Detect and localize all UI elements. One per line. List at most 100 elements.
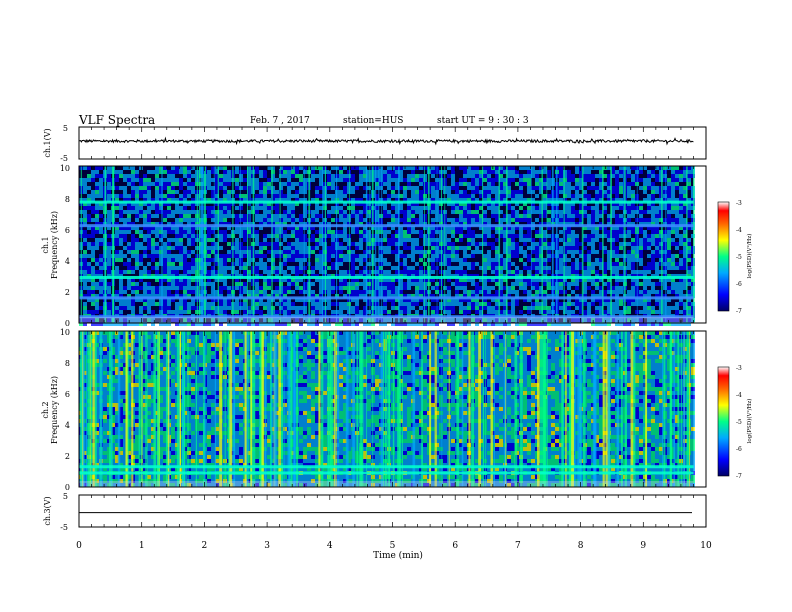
spectrogram-cell — [691, 206, 695, 210]
spectrogram-cell — [431, 170, 435, 174]
spectrogram-cell — [563, 290, 567, 294]
spectrogram-cell — [687, 182, 691, 186]
spectrogram-cell — [683, 186, 687, 190]
spectrogram-cell — [147, 254, 151, 258]
spectrogram-cell — [599, 246, 603, 250]
spectrogram-cell — [279, 262, 283, 266]
spectrogram-cell — [255, 290, 259, 294]
spectrogram-cell — [275, 198, 279, 202]
spectrogram-cell — [235, 282, 239, 286]
spectrogram-cell — [479, 278, 483, 282]
spectrogram-cell — [375, 302, 379, 306]
spectrogram-cell — [243, 254, 247, 258]
spectrogram-cell — [211, 302, 215, 306]
spectrogram-cell — [167, 182, 171, 186]
spectrogram-cell — [223, 182, 227, 186]
spectrogram-cell — [243, 266, 247, 270]
spectrogram-cell — [627, 174, 631, 178]
spectrogram-cell — [543, 290, 547, 294]
spectrogram-cell — [107, 306, 111, 310]
spectrogram-cell — [447, 226, 451, 230]
spectrogram-cell — [579, 194, 583, 198]
spectrogram-cell — [455, 246, 459, 250]
spectrogram-cell — [383, 178, 387, 182]
spectrogram-cell — [139, 166, 143, 170]
spectrogram-cell — [611, 266, 615, 270]
spectrogram-cell — [583, 170, 587, 174]
spectrogram-cell — [295, 230, 299, 234]
spectrogram-cell — [271, 270, 275, 274]
spectrogram-cell — [215, 170, 219, 174]
spectrogram-cell — [431, 166, 435, 170]
spectrogram-cell — [287, 318, 291, 322]
spectrogram-cell — [123, 302, 127, 306]
spectrogram-cell — [143, 238, 147, 242]
spectrogram-cell — [407, 186, 411, 190]
spectrogram-cell — [287, 182, 291, 186]
spectrogram-cell — [419, 218, 423, 222]
spectrogram-cell — [439, 242, 443, 246]
spectrogram-cell — [367, 278, 371, 282]
spectrogram-cell — [447, 318, 451, 322]
spectrogram-cell — [507, 218, 511, 222]
spectrogram-cell — [395, 242, 399, 246]
spectrogram-cell — [235, 214, 239, 218]
spectrogram-cell — [247, 290, 251, 294]
spectrogram-burst — [204, 166, 206, 323]
spectrogram-cell — [267, 182, 271, 186]
ch1-freq-tick-8: 8 — [65, 195, 70, 204]
spectrogram-cell — [423, 198, 427, 202]
spectrogram-cell — [383, 202, 387, 206]
spectrogram-cell — [683, 230, 687, 234]
spectrogram-cell — [515, 270, 519, 274]
spectrogram-cell — [463, 278, 467, 282]
spectrogram-cell — [131, 222, 135, 226]
spectrogram-cell — [467, 214, 471, 218]
spectrogram-cell — [223, 174, 227, 178]
spectrogram-cell — [639, 210, 643, 214]
spectrogram-cell — [283, 230, 287, 234]
spectrogram-cell — [363, 178, 367, 182]
spectrogram-cell — [559, 254, 563, 258]
spectrogram-cell — [519, 194, 523, 198]
spectrogram-cell — [479, 290, 483, 294]
spectrogram-cell — [587, 318, 591, 322]
spectrogram-cell — [415, 294, 419, 298]
spectrogram-cell — [279, 306, 283, 310]
spectrogram-cell — [363, 258, 367, 262]
spectrogram-cell — [191, 290, 195, 294]
spectrogram-cell — [675, 322, 679, 326]
spectrogram-cell — [615, 322, 619, 326]
spectrogram-cell — [599, 194, 603, 198]
spectrogram-cell — [675, 210, 679, 214]
spectrogram-cell — [519, 286, 523, 290]
spectrogram-cell — [319, 186, 323, 190]
spectrogram-cell — [415, 322, 419, 326]
spectrogram-cell — [607, 258, 611, 262]
spectrogram-cell — [175, 278, 179, 282]
spectrogram-cell — [567, 234, 571, 238]
spectrogram-cell — [535, 230, 539, 234]
spectrogram-cell — [495, 202, 499, 206]
spectrogram-cell — [215, 250, 219, 254]
spectrogram-cell — [127, 226, 131, 230]
spectrogram-cell — [263, 170, 267, 174]
spectrogram-cell — [351, 258, 355, 262]
spectrogram-cell — [243, 170, 247, 174]
spectrogram-cell — [139, 278, 143, 282]
spectrogram-cell — [451, 194, 455, 198]
spectrogram-cell — [615, 262, 619, 266]
spectrogram-cell — [463, 310, 467, 314]
spectrogram-cell — [179, 226, 183, 230]
spectrogram-cell — [159, 206, 163, 210]
spectrogram-cell — [255, 294, 259, 298]
spectrogram-cell — [667, 218, 671, 222]
spectrogram-cell — [507, 174, 511, 178]
spectrogram-cell — [491, 190, 495, 194]
spectrogram-cell — [283, 250, 287, 254]
spectrogram-cell — [563, 206, 567, 210]
spectrogram-cell — [343, 254, 347, 258]
spectrogram-cell — [219, 166, 223, 170]
spectrogram-cell — [267, 322, 271, 326]
spectrogram-cell — [531, 238, 535, 242]
